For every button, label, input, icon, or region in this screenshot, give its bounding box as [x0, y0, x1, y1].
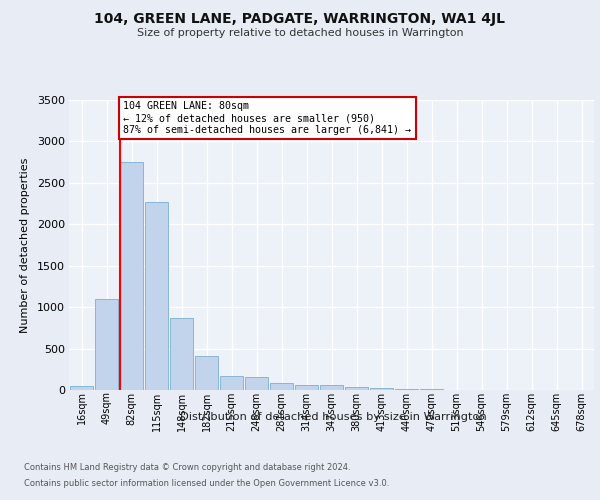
Text: 104 GREEN LANE: 80sqm
← 12% of detached houses are smaller (950)
87% of semi-det: 104 GREEN LANE: 80sqm ← 12% of detached … [123, 102, 411, 134]
Bar [220, 376, 243, 390]
Text: Contains public sector information licensed under the Open Government Licence v3: Contains public sector information licen… [24, 478, 389, 488]
Bar [195, 356, 218, 390]
Bar [370, 388, 393, 390]
Bar [420, 389, 443, 390]
Text: 104, GREEN LANE, PADGATE, WARRINGTON, WA1 4JL: 104, GREEN LANE, PADGATE, WARRINGTON, WA… [95, 12, 505, 26]
Bar [95, 299, 118, 390]
Bar [345, 387, 368, 390]
Text: Contains HM Land Registry data © Crown copyright and database right 2024.: Contains HM Land Registry data © Crown c… [24, 464, 350, 472]
Y-axis label: Number of detached properties: Number of detached properties [20, 158, 30, 332]
Bar [320, 386, 343, 390]
Text: Size of property relative to detached houses in Warrington: Size of property relative to detached ho… [137, 28, 463, 38]
Bar [295, 385, 318, 390]
Bar [245, 376, 268, 390]
Bar [270, 382, 293, 390]
Text: Distribution of detached houses by size in Warrington: Distribution of detached houses by size … [179, 412, 487, 422]
Bar [120, 162, 143, 390]
Bar [170, 318, 193, 390]
Bar [70, 386, 93, 390]
Bar [145, 202, 168, 390]
Bar [395, 388, 418, 390]
